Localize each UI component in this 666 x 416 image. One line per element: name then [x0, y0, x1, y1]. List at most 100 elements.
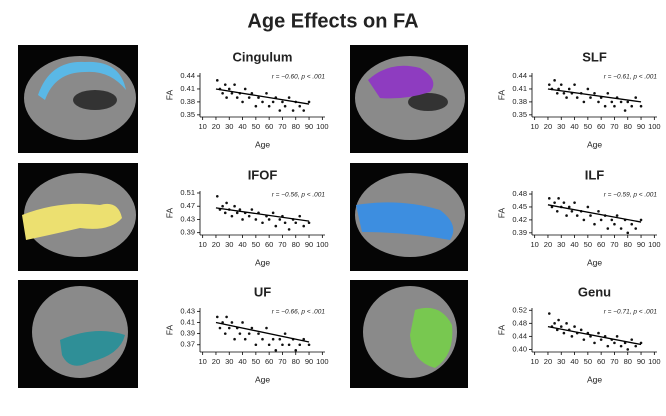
x-tick-label: 50 [252, 240, 260, 249]
x-tick-label: 80 [292, 357, 300, 366]
annotation: r = −0.61, p < .001 [604, 74, 658, 81]
data-point [254, 218, 258, 221]
data-point [615, 214, 619, 217]
x-tick-label: 30 [225, 240, 233, 249]
data-point [582, 218, 586, 222]
y-tick-label: 0.48 [512, 318, 527, 327]
data-point [287, 96, 291, 99]
x-tick-label: 70 [610, 357, 618, 366]
data-point [294, 221, 298, 225]
data-point [238, 332, 242, 335]
x-tick-label: 60 [265, 357, 273, 366]
data-point [281, 100, 284, 104]
data-point [573, 83, 576, 86]
y-tick-label: 0.47 [180, 201, 195, 210]
x-tick-label: 80 [292, 240, 300, 249]
data-point [606, 227, 610, 230]
x-tick-label: 30 [225, 122, 233, 131]
y-tick-label: 0.44 [512, 331, 527, 340]
data-point [589, 96, 592, 99]
panel-title: ILF [585, 167, 605, 182]
y-axis-label: FA [496, 324, 506, 335]
data-point [639, 218, 643, 222]
x-axis-label: Age [587, 139, 602, 149]
data-point [247, 96, 251, 99]
x-axis-label: Age [255, 374, 270, 384]
data-point [254, 343, 258, 347]
data-point [230, 321, 234, 324]
data-point [281, 343, 284, 347]
x-tick-label: 100 [648, 357, 661, 366]
data-point [593, 341, 596, 345]
data-point [302, 337, 306, 341]
data-point [570, 209, 574, 213]
data-point [623, 109, 627, 112]
data-point [579, 328, 583, 332]
x-tick-label: 40 [570, 357, 578, 366]
x-tick-label: 90 [305, 357, 313, 366]
data-point [626, 348, 630, 351]
y-tick-label: 0.39 [180, 228, 195, 237]
y-tick-label: 0.37 [180, 340, 195, 349]
data-point [235, 211, 239, 215]
y-tick-label: 0.51 [180, 188, 195, 197]
data-point [267, 104, 271, 108]
x-tick-label: 50 [584, 122, 592, 131]
y-tick-label: 0.45 [512, 202, 527, 211]
panel-title: UF [254, 284, 271, 299]
data-point [278, 218, 282, 221]
data-point [634, 344, 638, 348]
x-tick-label: 50 [252, 122, 260, 131]
fit-line [215, 207, 310, 222]
data-point [597, 209, 600, 213]
data-point [241, 321, 244, 324]
y-tick-label: 0.35 [180, 110, 195, 119]
x-tick-label: 30 [557, 122, 565, 131]
x-axis-label: Age [255, 257, 270, 267]
annotation: r = −0.59, p < .001 [604, 192, 658, 199]
panel-title: IFOF [248, 167, 278, 182]
data-point [298, 214, 302, 218]
fit-line [215, 321, 310, 343]
brain-image [350, 280, 468, 388]
x-tick-label: 30 [225, 357, 233, 366]
data-point [619, 100, 623, 104]
data-point [619, 227, 623, 230]
x-tick-label: 40 [238, 122, 246, 131]
data-point [267, 218, 271, 221]
brain-image [350, 163, 468, 271]
data-point [562, 201, 566, 204]
data-point [233, 204, 236, 208]
x-tick-label: 100 [316, 357, 329, 366]
data-point [613, 222, 616, 226]
x-tick-label: 50 [584, 357, 592, 366]
data-point [606, 344, 610, 348]
x-tick-label: 40 [238, 357, 246, 366]
data-point [261, 221, 264, 225]
data-point [218, 326, 222, 330]
y-tick-label: 0.52 [512, 305, 527, 314]
data-point [223, 332, 227, 335]
data-point [302, 224, 306, 228]
x-tick-label: 40 [238, 240, 246, 249]
data-point [250, 91, 254, 95]
data-point [287, 228, 291, 231]
y-tick-label: 0.42 [512, 215, 527, 224]
y-tick-label: 0.44 [180, 71, 195, 80]
data-point [582, 338, 586, 341]
x-tick-label: 50 [584, 240, 592, 249]
data-point [613, 341, 616, 345]
data-point [233, 83, 236, 86]
data-point [597, 331, 600, 335]
data-point [557, 318, 560, 322]
data-point [215, 315, 219, 319]
data-point [307, 221, 311, 225]
data-point [247, 214, 251, 218]
data-point [589, 335, 592, 338]
fit-line [215, 88, 310, 105]
data-point [565, 214, 568, 217]
data-point [599, 218, 603, 222]
x-tick-label: 90 [305, 240, 313, 249]
data-point [271, 211, 275, 215]
fit-line [547, 204, 642, 223]
